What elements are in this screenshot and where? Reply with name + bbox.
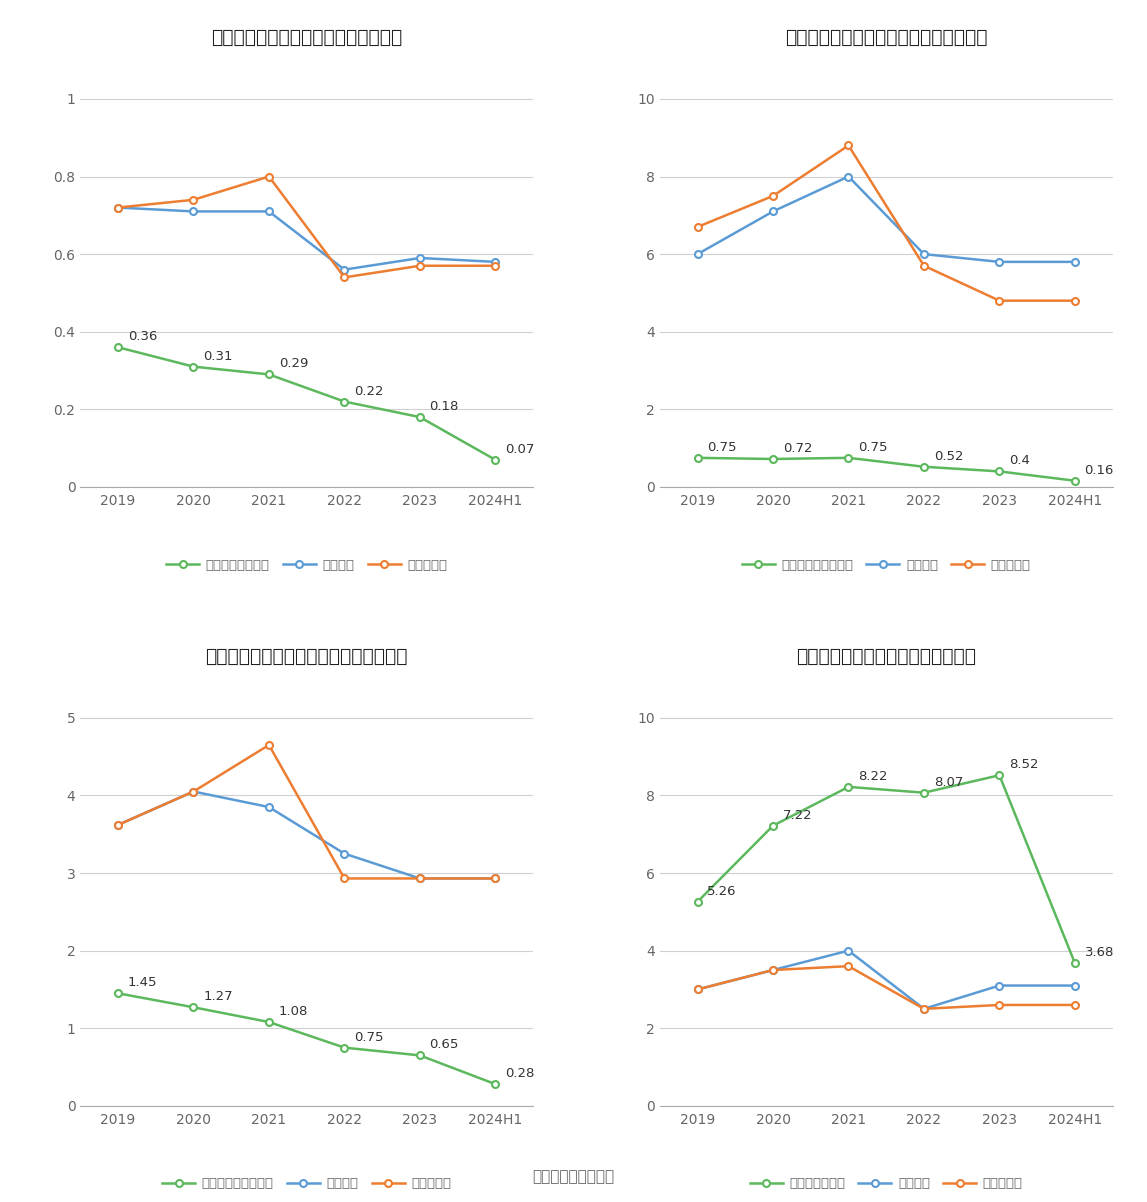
Title: 建设机械历年应收账款周转率情况（次）: 建设机械历年应收账款周转率情况（次） (205, 648, 408, 666)
Legend: 公司应收账款周转率, 行业均值, 行业中位数: 公司应收账款周转率, 行业均值, 行业中位数 (157, 1172, 457, 1196)
Title: 建设机械历年固定资产周转率情况（次）: 建设机械历年固定资产周转率情况（次） (785, 29, 988, 47)
Text: 0.36: 0.36 (127, 331, 157, 344)
Text: 0.29: 0.29 (279, 357, 309, 370)
Text: 0.75: 0.75 (708, 441, 736, 454)
Text: 0.28: 0.28 (505, 1067, 535, 1081)
Text: 0.4: 0.4 (1009, 454, 1030, 468)
Text: 0.75: 0.75 (354, 1030, 383, 1043)
Text: 0.31: 0.31 (203, 350, 233, 363)
Text: 1.45: 1.45 (127, 976, 157, 989)
Title: 建设机械历年存货周转率情况（次）: 建设机械历年存货周转率情况（次） (796, 648, 976, 666)
Text: 0.72: 0.72 (782, 442, 812, 456)
Text: 数据来源：恒生聚源: 数据来源：恒生聚源 (532, 1170, 615, 1184)
Legend: 公司固定资产周转率, 行业均值, 行业中位数: 公司固定资产周转率, 行业均值, 行业中位数 (736, 553, 1036, 577)
Text: 0.65: 0.65 (430, 1039, 459, 1052)
Title: 建设机械历年总资产周转率情况（次）: 建设机械历年总资产周转率情况（次） (211, 29, 403, 47)
Text: 0.52: 0.52 (934, 450, 963, 463)
Text: 7.22: 7.22 (782, 809, 812, 822)
Text: 1.08: 1.08 (279, 1005, 309, 1018)
Text: 0.18: 0.18 (430, 400, 459, 413)
Text: 0.07: 0.07 (505, 442, 535, 456)
Text: 8.52: 8.52 (1009, 758, 1039, 772)
Text: 5.26: 5.26 (708, 885, 736, 898)
Text: 0.75: 0.75 (858, 441, 888, 454)
Text: 0.16: 0.16 (1085, 464, 1114, 477)
Text: 1.27: 1.27 (203, 990, 233, 1004)
Text: 8.22: 8.22 (858, 770, 888, 783)
Text: 0.22: 0.22 (354, 385, 383, 398)
Legend: 公司存货周转率, 行业均值, 行业中位数: 公司存货周转率, 行业均值, 行业中位数 (744, 1172, 1028, 1196)
Legend: 公司总资产周转率, 行业均值, 行业中位数: 公司总资产周转率, 行业均值, 行业中位数 (161, 553, 453, 577)
Text: 8.07: 8.07 (934, 775, 963, 789)
Text: 3.68: 3.68 (1085, 946, 1114, 959)
